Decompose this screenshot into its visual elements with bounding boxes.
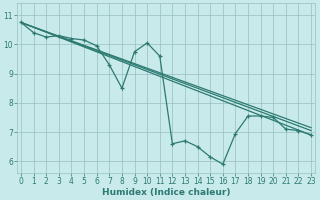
- X-axis label: Humidex (Indice chaleur): Humidex (Indice chaleur): [102, 188, 230, 197]
